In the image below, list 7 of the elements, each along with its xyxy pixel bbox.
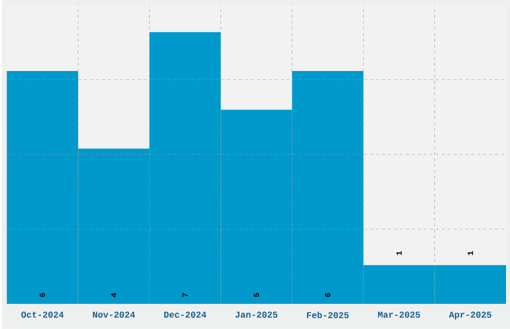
- x-tick-label: Nov-2024: [92, 312, 135, 318]
- x-tick-label: Apr-2025: [448, 312, 492, 320]
- x-tick-label: Oct-2024: [21, 312, 64, 318]
- x-tick-label: Dec-2024: [164, 312, 206, 318]
- x-tick-label: Jan-2025: [235, 312, 278, 318]
- x-tick-label: Mar-2025: [378, 312, 420, 318]
- x-tick-label: Feb-2025: [307, 312, 349, 318]
